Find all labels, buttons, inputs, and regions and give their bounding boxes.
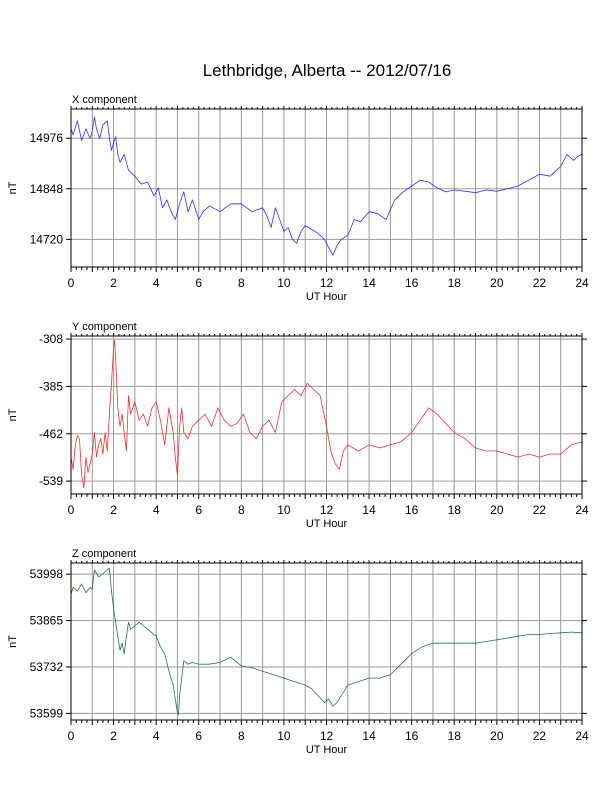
series-line (70, 567, 583, 716)
x-tick-label: 0 (68, 503, 75, 517)
x-axis-label: UT Hour (306, 518, 348, 530)
y-axis-label: nT (7, 181, 19, 194)
x-tick-label: 10 (277, 729, 291, 743)
x-tick-label: 22 (533, 503, 547, 517)
x-tick-label: 6 (195, 729, 202, 743)
x-tick-label: 12 (320, 503, 334, 517)
chart-title: Lethbridge, Alberta -- 2012/07/16 (203, 61, 452, 80)
y-tick-label: -308 (39, 332, 63, 346)
x-tick-label: 8 (238, 503, 245, 517)
panel-subtitle: Y component (72, 321, 137, 333)
x-tick-label: 12 (320, 729, 334, 743)
panel-subtitle: Z component (72, 548, 136, 560)
series-line (70, 116, 583, 256)
x-tick-label: 4 (153, 503, 160, 517)
y-tick-label: 14848 (30, 182, 64, 196)
x-tick-label: 16 (405, 503, 419, 517)
x-tick-label: 14 (362, 729, 376, 743)
x-tick-label: 8 (238, 276, 245, 290)
y-tick-label: -462 (39, 427, 63, 441)
y-tick-label: 14976 (30, 131, 64, 145)
y-tick-label: 14720 (30, 232, 64, 246)
x-tick-label: 20 (490, 503, 504, 517)
y-tick-label: 53998 (30, 567, 64, 581)
y-tick-label: 53599 (30, 706, 64, 720)
y-tick-label: 53732 (30, 660, 64, 674)
x-tick-label: 24 (575, 729, 589, 743)
x-tick-label: 2 (110, 276, 117, 290)
x-tick-label: 18 (448, 729, 462, 743)
y-axis-label: nT (7, 408, 19, 421)
x-tick-label: 0 (68, 276, 75, 290)
x-tick-label: 20 (490, 276, 504, 290)
x-axis-label: UT Hour (306, 744, 348, 756)
x-tick-label: 4 (153, 276, 160, 290)
x-tick-label: 6 (195, 503, 202, 517)
x-tick-label: 10 (277, 276, 291, 290)
x-tick-label: 10 (277, 503, 291, 517)
x-tick-label: 18 (448, 276, 462, 290)
series-line (70, 339, 583, 489)
x-axis-label: UT Hour (306, 291, 348, 303)
y-tick-label: 53865 (30, 614, 64, 628)
y-tick-label: -385 (39, 379, 63, 393)
panel-subtitle: X component (72, 94, 137, 106)
x-tick-label: 6 (195, 276, 202, 290)
x-tick-label: 4 (153, 729, 160, 743)
x-tick-label: 2 (110, 503, 117, 517)
x-tick-label: 2 (110, 729, 117, 743)
x-tick-label: 22 (533, 276, 547, 290)
x-tick-label: 8 (238, 729, 245, 743)
x-tick-label: 14 (362, 503, 376, 517)
x-tick-label: 16 (405, 729, 419, 743)
x-tick-label: 24 (575, 276, 589, 290)
x-tick-label: 14 (362, 276, 376, 290)
x-tick-label: 20 (490, 729, 504, 743)
x-tick-label: 0 (68, 729, 75, 743)
x-tick-label: 16 (405, 276, 419, 290)
x-tick-label: 24 (575, 503, 589, 517)
x-tick-label: 12 (320, 276, 334, 290)
y-axis-label: nT (7, 635, 19, 648)
x-tick-label: 18 (448, 503, 462, 517)
y-tick-label: -539 (39, 474, 63, 488)
x-tick-label: 22 (533, 729, 547, 743)
